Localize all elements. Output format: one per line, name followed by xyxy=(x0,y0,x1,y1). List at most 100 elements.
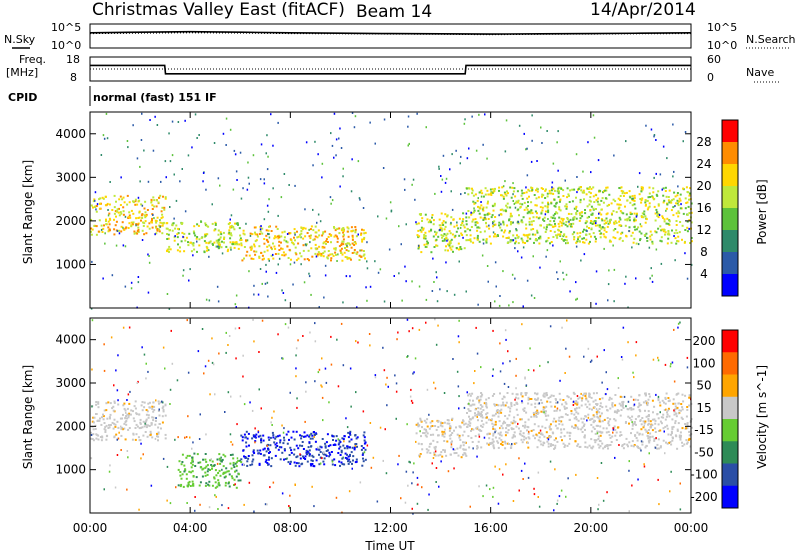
heatmap-speckle xyxy=(556,499,559,502)
heatmap-cell xyxy=(300,255,303,258)
heatmap-cell xyxy=(645,444,648,447)
heatmap-cell xyxy=(147,402,150,405)
heatmap-cell xyxy=(308,235,311,238)
colorbar-tick-label: 4 xyxy=(700,267,708,281)
heatmap-cell xyxy=(224,484,227,487)
heatmap-cell xyxy=(342,228,345,231)
heatmap-cell xyxy=(145,232,148,235)
heatmap-cell xyxy=(619,414,622,417)
heatmap-cell xyxy=(545,431,548,434)
heatmap-cell xyxy=(151,407,154,410)
heatmap-cell xyxy=(136,425,139,428)
heatmap-cell xyxy=(330,241,332,244)
heatmap-cell xyxy=(671,229,673,232)
heatmap-cell xyxy=(646,199,649,202)
heatmap-cell xyxy=(258,463,261,466)
heatmap-cell xyxy=(461,220,464,223)
heatmap-cell xyxy=(657,190,660,193)
heatmap-cell xyxy=(149,406,151,409)
heatmap-speckle xyxy=(248,270,250,273)
heatmap-cell xyxy=(477,440,480,443)
heatmap-cell xyxy=(515,442,518,445)
heatmap-cell xyxy=(595,208,597,210)
heatmap-speckle xyxy=(275,271,278,274)
heatmap-speckle xyxy=(608,269,610,272)
heatmap-speckle xyxy=(205,298,208,301)
heatmap-speckle xyxy=(179,180,181,183)
heatmap-cell xyxy=(362,447,365,449)
heatmap-cell xyxy=(634,434,637,437)
heatmap-cell xyxy=(638,408,641,411)
heatmap-speckle xyxy=(366,260,368,263)
heatmap-cell xyxy=(499,431,502,434)
heatmap-cell xyxy=(104,426,107,429)
heatmap-cell xyxy=(223,476,226,479)
heatmap-cell xyxy=(484,416,487,419)
heatmap-speckle xyxy=(561,326,563,329)
heatmap-cell xyxy=(342,238,345,241)
heatmap-speckle xyxy=(374,142,376,145)
heatmap-cell xyxy=(149,430,152,433)
heatmap-speckle xyxy=(102,134,105,137)
heatmap-cell xyxy=(577,397,580,400)
heatmap-cell xyxy=(638,432,641,435)
heatmap-cell xyxy=(453,452,456,455)
y-tick-label: 2000 xyxy=(55,214,86,228)
heatmap-cell xyxy=(240,458,243,461)
heatmap-cell xyxy=(144,211,147,214)
heatmap-speckle xyxy=(502,185,505,188)
heatmap-cell xyxy=(618,238,621,241)
heatmap-speckle xyxy=(304,208,306,211)
heatmap-cell xyxy=(611,403,614,406)
heatmap-speckle xyxy=(309,241,311,244)
heatmap-cell xyxy=(539,224,542,227)
heatmap-cell xyxy=(597,438,600,440)
heatmap-cell xyxy=(343,251,346,254)
heatmap-speckle xyxy=(132,124,134,127)
heatmap-speckle xyxy=(282,292,285,294)
heatmap-cell xyxy=(232,241,234,244)
heatmap-cell xyxy=(591,408,593,411)
heatmap-cell xyxy=(528,437,531,440)
heatmap-speckle xyxy=(525,186,527,189)
heatmap-cell xyxy=(556,212,559,215)
heatmap-speckle xyxy=(659,173,662,176)
heatmap-cell xyxy=(575,205,578,208)
heatmap-cell xyxy=(450,216,453,219)
heatmap-cell xyxy=(610,441,613,443)
heatmap-speckle xyxy=(583,355,585,358)
heatmap-cell xyxy=(686,423,689,426)
heatmap-cell xyxy=(261,254,264,257)
heatmap-cell xyxy=(111,209,114,211)
heatmap-cell xyxy=(668,233,671,236)
heatmap-cell xyxy=(662,216,664,219)
heatmap-cell xyxy=(153,405,156,408)
heatmap-cell xyxy=(688,430,691,433)
heatmap-cell xyxy=(592,195,595,198)
heatmap-cell xyxy=(560,420,563,423)
heatmap-cell xyxy=(143,222,146,225)
heatmap-cell xyxy=(511,392,514,395)
heatmap-cell xyxy=(560,224,563,227)
heatmap-cell xyxy=(507,236,510,239)
heatmap-speckle xyxy=(230,248,232,251)
heatmap-speckle xyxy=(443,392,446,394)
heatmap-cell xyxy=(593,439,596,442)
heatmap-cell xyxy=(126,413,129,416)
heatmap-cell xyxy=(477,205,479,208)
heatmap-speckle xyxy=(260,143,263,146)
heatmap-cell xyxy=(552,187,555,190)
heatmap-cell xyxy=(681,238,683,241)
heatmap-cell xyxy=(607,430,610,433)
heatmap-speckle xyxy=(162,401,164,404)
heatmap-cell xyxy=(324,442,327,445)
heatmap-cell xyxy=(462,453,464,456)
heatmap-cell xyxy=(660,229,663,232)
heatmap-cell xyxy=(98,219,101,222)
heatmap-cell xyxy=(521,203,524,206)
heatmap-cell xyxy=(586,446,589,449)
heatmap-speckle xyxy=(130,281,133,284)
heatmap-cell xyxy=(177,484,180,487)
heatmap-cell xyxy=(217,233,220,236)
heatmap-cell xyxy=(492,190,495,193)
